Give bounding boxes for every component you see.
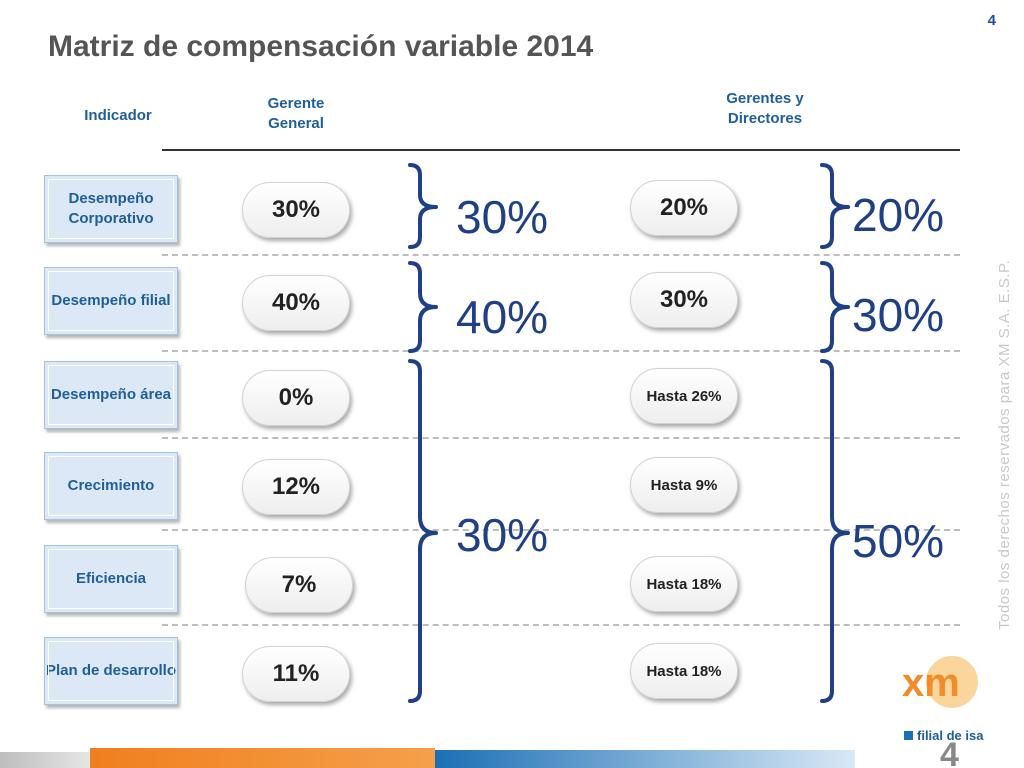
bracket-top bbox=[820, 163, 850, 249]
indicator-label: Crecimiento bbox=[67, 477, 155, 494]
indicator-label: Desempeño área bbox=[50, 386, 172, 403]
gerente-general-value: 12% bbox=[242, 459, 350, 515]
row-separator bbox=[162, 350, 960, 352]
indicator-box: Desempeño Corporativo bbox=[44, 175, 178, 243]
footer-color-bar bbox=[0, 748, 855, 768]
copyright-watermark: Todos los derechos reservados para XM S.… bbox=[996, 259, 1013, 630]
slide-title: Matriz de compensación variable 2014 bbox=[48, 30, 594, 63]
square-icon bbox=[904, 731, 913, 740]
gerentes-directores-brackets bbox=[820, 163, 850, 703]
gerente-general-value: 30% bbox=[242, 182, 350, 238]
bracket-bottom bbox=[408, 359, 438, 703]
logo-brand-text: xm bbox=[902, 661, 960, 705]
indicator-box: Eficiencia bbox=[44, 545, 178, 613]
xm-logo-mark: xm bbox=[902, 656, 978, 708]
xm-logo: xm filial de isa bbox=[896, 650, 1006, 750]
gerente-general-value: 7% bbox=[245, 557, 353, 613]
gerente-general-value: 40% bbox=[242, 275, 350, 331]
indicator-label: Desempeño filial bbox=[51, 292, 171, 309]
gerentes-directores-value: 30% bbox=[630, 272, 738, 328]
gerentes-directores-total: 30% bbox=[852, 289, 945, 341]
gerente-general-brackets bbox=[408, 163, 438, 703]
bracket-middle bbox=[408, 261, 438, 353]
gerente-general-total: 30% bbox=[456, 509, 549, 561]
gerentes-directores-value: Hasta 18% bbox=[630, 643, 738, 699]
gerentes-directores-total: 50% bbox=[852, 515, 945, 567]
indicator-box: Desempeño área bbox=[44, 361, 178, 429]
bracket-bottom bbox=[820, 359, 850, 703]
row-separator bbox=[162, 254, 960, 256]
gerentes-directores-value: Hasta 26% bbox=[630, 368, 738, 424]
gerente-general-value: 11% bbox=[242, 646, 350, 702]
header-gerente-general: Gerente General bbox=[267, 95, 325, 132]
indicator-label: Plan de desarrollo bbox=[45, 662, 177, 679]
header-indicador: Indicador bbox=[84, 107, 152, 124]
row-separator bbox=[162, 624, 960, 626]
logo-tagline: filial de isa bbox=[904, 728, 983, 743]
indicator-box: Desempeño filial bbox=[44, 267, 178, 335]
row-separator bbox=[162, 529, 960, 531]
indicator-label: Eficiencia bbox=[75, 570, 147, 587]
row-separator bbox=[162, 437, 960, 439]
header-rule bbox=[162, 149, 960, 151]
gerentes-directores-value: Hasta 9% bbox=[630, 457, 738, 513]
footer-page-number: 4 bbox=[940, 736, 959, 768]
bracket-middle bbox=[820, 261, 850, 353]
bracket-top bbox=[408, 163, 438, 249]
gerente-general-total: 30% bbox=[456, 191, 549, 243]
gerente-general-total: 40% bbox=[456, 291, 549, 343]
gerentes-directores-value: 20% bbox=[630, 180, 738, 236]
header-gerentes-directores: Gerentes y Directores bbox=[726, 90, 804, 127]
indicator-label: Desempeño Corporativo bbox=[68, 190, 154, 227]
gerentes-directores-total: 20% bbox=[852, 189, 945, 241]
indicator-box: Crecimiento bbox=[44, 452, 178, 520]
page-number: 4 bbox=[987, 12, 996, 29]
indicator-box: Plan de desarrollo bbox=[44, 637, 178, 705]
logo-tagline-text: filial de isa bbox=[917, 728, 984, 743]
gerente-general-value: 0% bbox=[242, 370, 350, 426]
gerentes-directores-value: Hasta 18% bbox=[630, 556, 738, 612]
